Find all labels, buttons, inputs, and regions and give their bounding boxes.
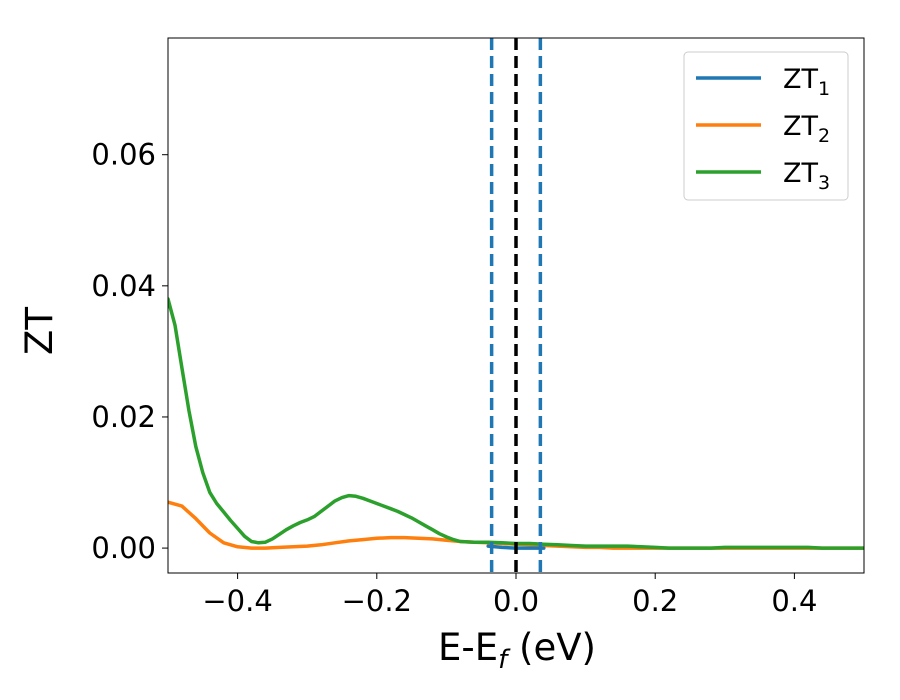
x-tick-label: −0.4 (202, 584, 272, 618)
legend-label-1: ZT1 (783, 64, 830, 100)
x-tick-label: 0.4 (771, 584, 817, 618)
legend-label-3: ZT3 (783, 158, 830, 194)
x-axis-label: E-Ef (eV) (438, 626, 596, 675)
x-tick-label: −0.2 (342, 584, 412, 618)
legend: ZT1 ZT2 ZT3 (683, 51, 849, 201)
y-tick-label: 0.00 (91, 531, 156, 565)
legend-entry-1: ZT1 (696, 64, 830, 100)
x-axis-label-unit: (eV) (507, 626, 596, 669)
x-tick-label: 0.0 (493, 584, 539, 618)
y-tick-label: 0.04 (91, 269, 156, 303)
series-line-3 (168, 297, 864, 550)
x-tick-label: 0.2 (632, 584, 678, 618)
plot-area (168, 38, 864, 573)
legend-entry-2: ZT2 (696, 111, 830, 147)
axis-ticks: −0.4 −0.2 0.0 0.2 0.4 0.00 0.02 0.04 0.06 (91, 138, 817, 618)
legend-label-2: ZT2 (783, 111, 830, 147)
legend-box (683, 51, 849, 201)
y-tick-label: 0.02 (91, 400, 156, 434)
x-axis-label-main: E-E (438, 626, 498, 669)
legend-entry-3: ZT3 (696, 158, 830, 194)
y-tick-label: 0.06 (91, 138, 156, 172)
y-axis-label: ZT (18, 307, 61, 355)
